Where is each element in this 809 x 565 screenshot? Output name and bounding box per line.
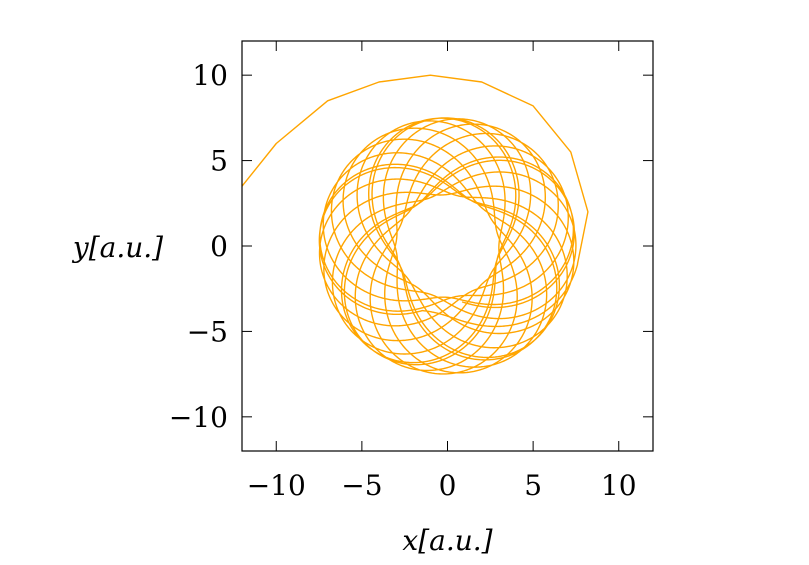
x-tick-label: 5 — [524, 469, 542, 502]
x-axis-label: x[a.u.] — [402, 524, 492, 557]
x-axis-ticks: −10 −5 0 5 10 — [247, 41, 637, 502]
plot-frame — [241, 40, 654, 452]
x-tick-label: −10 — [247, 469, 306, 502]
y-axis-ticks: 10 5 0 −5 −10 — [169, 59, 653, 434]
y-tick-label: −10 — [169, 401, 228, 434]
y-tick-label: 10 — [192, 59, 228, 92]
trajectory-series — [241, 74, 589, 375]
x-tick-label: −5 — [341, 469, 382, 502]
y-tick-label: 0 — [210, 230, 228, 263]
y-tick-label: 5 — [210, 145, 228, 178]
x-tick-label: 0 — [439, 469, 457, 502]
x-tick-label: 10 — [601, 469, 637, 502]
y-tick-label: −5 — [187, 315, 228, 348]
y-axis-label: y[a.u.] — [71, 231, 163, 264]
trajectory-line — [241, 74, 589, 375]
